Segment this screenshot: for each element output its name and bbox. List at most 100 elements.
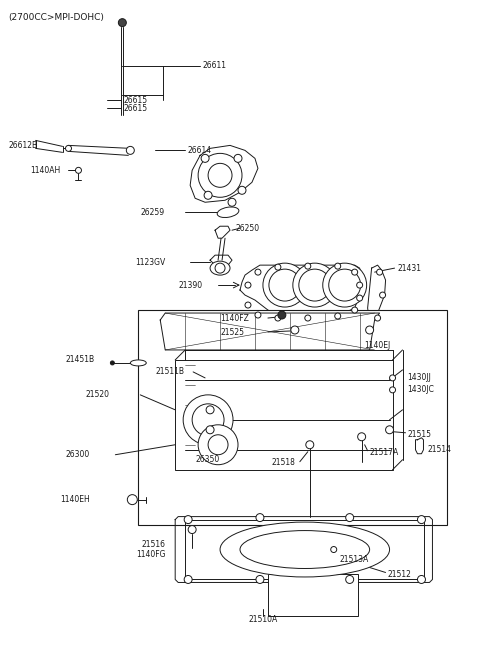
Circle shape xyxy=(234,155,242,162)
Text: 21514: 21514 xyxy=(428,445,452,454)
Text: 1140EJ: 1140EJ xyxy=(365,341,391,350)
Ellipse shape xyxy=(220,522,390,577)
Circle shape xyxy=(204,191,212,199)
Circle shape xyxy=(357,295,363,301)
Circle shape xyxy=(198,153,242,197)
Circle shape xyxy=(275,315,281,321)
Bar xyxy=(268,574,358,616)
Text: (2700CC>MPI-DOHC): (2700CC>MPI-DOHC) xyxy=(9,12,105,22)
Circle shape xyxy=(305,315,311,321)
Circle shape xyxy=(390,387,396,393)
Circle shape xyxy=(329,269,360,301)
Text: 26615: 26615 xyxy=(123,104,147,113)
Circle shape xyxy=(215,263,225,273)
Text: 26612B: 26612B xyxy=(9,141,38,150)
Circle shape xyxy=(358,433,366,441)
Text: 21513A: 21513A xyxy=(340,555,369,564)
Text: 1140AH: 1140AH xyxy=(31,166,61,175)
Circle shape xyxy=(256,576,264,584)
Circle shape xyxy=(269,269,301,301)
Text: 26259: 26259 xyxy=(140,208,165,217)
Circle shape xyxy=(126,146,134,155)
Text: 21525: 21525 xyxy=(220,329,244,337)
Text: 26615: 26615 xyxy=(123,96,147,105)
Circle shape xyxy=(110,361,114,365)
Text: 21517A: 21517A xyxy=(370,448,399,457)
Circle shape xyxy=(245,302,251,308)
Circle shape xyxy=(275,264,281,270)
Text: 21515: 21515 xyxy=(408,430,432,440)
Bar xyxy=(138,310,447,525)
Circle shape xyxy=(293,263,336,307)
Circle shape xyxy=(208,435,228,455)
Circle shape xyxy=(201,155,209,162)
Ellipse shape xyxy=(240,531,370,569)
Circle shape xyxy=(188,525,196,534)
Circle shape xyxy=(184,576,192,584)
Circle shape xyxy=(184,515,192,523)
Circle shape xyxy=(418,515,425,523)
Circle shape xyxy=(418,576,425,584)
Text: 26614: 26614 xyxy=(187,146,211,155)
Circle shape xyxy=(323,263,367,307)
Circle shape xyxy=(331,546,336,553)
Text: 21511B: 21511B xyxy=(155,367,184,377)
Text: 1430JC: 1430JC xyxy=(408,385,434,394)
Circle shape xyxy=(238,186,246,195)
Circle shape xyxy=(291,326,299,334)
Circle shape xyxy=(357,282,363,288)
Circle shape xyxy=(366,326,373,334)
Circle shape xyxy=(377,269,383,275)
Circle shape xyxy=(335,313,341,319)
Text: 21518: 21518 xyxy=(272,458,296,467)
Circle shape xyxy=(255,312,261,318)
Circle shape xyxy=(65,145,72,151)
Circle shape xyxy=(390,375,396,381)
Circle shape xyxy=(346,576,354,584)
Circle shape xyxy=(305,263,311,269)
Circle shape xyxy=(183,395,233,445)
Circle shape xyxy=(75,167,82,174)
Circle shape xyxy=(206,426,214,434)
Circle shape xyxy=(228,198,236,206)
Circle shape xyxy=(352,307,358,313)
Circle shape xyxy=(278,311,286,319)
Circle shape xyxy=(208,163,232,187)
Circle shape xyxy=(385,426,394,434)
Text: 1140EH: 1140EH xyxy=(60,495,90,504)
Text: 21516: 21516 xyxy=(141,540,165,549)
Text: 21431: 21431 xyxy=(397,263,421,272)
Circle shape xyxy=(380,292,385,298)
Ellipse shape xyxy=(130,360,146,366)
Circle shape xyxy=(255,269,261,275)
Ellipse shape xyxy=(217,207,239,217)
Ellipse shape xyxy=(210,261,230,275)
Circle shape xyxy=(206,406,214,414)
Circle shape xyxy=(127,495,137,504)
Circle shape xyxy=(346,514,354,521)
Circle shape xyxy=(192,404,224,436)
Text: 21451B: 21451B xyxy=(65,356,95,364)
Circle shape xyxy=(306,441,314,449)
Circle shape xyxy=(263,263,307,307)
Text: 1430JJ: 1430JJ xyxy=(408,373,432,383)
Circle shape xyxy=(198,425,238,464)
Circle shape xyxy=(256,514,264,521)
Text: 26250: 26250 xyxy=(235,224,259,233)
Text: 26611: 26611 xyxy=(202,61,226,70)
Text: 21510A: 21510A xyxy=(248,615,277,624)
Text: 26350: 26350 xyxy=(195,455,219,464)
Circle shape xyxy=(335,263,341,269)
Text: 21512: 21512 xyxy=(387,570,411,579)
Text: 21520: 21520 xyxy=(85,390,109,400)
Text: 1123GV: 1123GV xyxy=(135,257,166,267)
Circle shape xyxy=(374,315,381,321)
Circle shape xyxy=(299,269,331,301)
Circle shape xyxy=(119,18,126,27)
Bar xyxy=(175,360,393,470)
Text: 21390: 21390 xyxy=(178,280,202,290)
Circle shape xyxy=(245,282,251,288)
Text: 1140FG: 1140FG xyxy=(136,550,165,559)
Text: 1140FZ: 1140FZ xyxy=(220,314,249,322)
Circle shape xyxy=(352,269,358,275)
